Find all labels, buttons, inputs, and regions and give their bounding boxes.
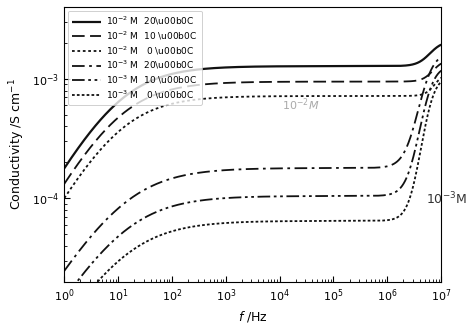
$10^{-3}$ M   0 \u00b0C (312, 219, 318, 223)
$10^{-2}$ M  20\u00b0C (292, 64, 298, 68)
Text: $10^{-3}$M: $10^{-3}$M (426, 190, 467, 207)
$10^{-3}$ M   0 \u00b0C (349, 219, 355, 223)
$10^{-3}$ M  10 \u00b0C (378, 194, 383, 198)
$10^{-2}$ M  10 \u00b0C (62, 182, 67, 186)
$10^{-2}$ M   0 \u00b0C (447, 72, 452, 76)
$10^{-3}$ M  10 \u00b0C (349, 194, 355, 198)
$10^{-2}$ M   0 \u00b0C (209, 96, 214, 100)
$10^{-3}$ M  20\u00b0C (131, 194, 137, 198)
$10^{-3}$ M   0 \u00b0C (131, 247, 137, 251)
$10^{-3}$ M  20\u00b0C (62, 269, 67, 273)
$10^{-2}$ M   0 \u00b0C (349, 94, 355, 98)
$10^{-2}$ M  10 \u00b0C (349, 80, 355, 84)
$10^{-2}$ M  10 \u00b0C (131, 103, 137, 107)
$10^{-3}$ M  10 \u00b0C (131, 222, 137, 226)
$10^{-3}$ M   0 \u00b0C (447, 75, 452, 79)
$10^{-3}$ M   0 \u00b0C (62, 322, 67, 326)
$10^{-2}$ M  20\u00b0C (378, 64, 383, 68)
$10^{-2}$ M  10 \u00b0C (292, 80, 298, 84)
Line: $10^{-3}$ M  10 \u00b0C: $10^{-3}$ M 10 \u00b0C (64, 67, 449, 299)
$10^{-2}$ M   0 \u00b0C (312, 94, 318, 98)
$10^{-2}$ M  20\u00b0C (131, 88, 137, 92)
$10^{-3}$ M  10 \u00b0C (292, 194, 298, 198)
$10^{-2}$ M  20\u00b0C (447, 40, 452, 44)
Text: $10^{-2}$M: $10^{-2}$M (283, 97, 320, 113)
$10^{-3}$ M   0 \u00b0C (378, 219, 383, 223)
$10^{-2}$ M   0 \u00b0C (292, 94, 298, 98)
$10^{-2}$ M  10 \u00b0C (378, 80, 383, 84)
$10^{-3}$ M  20\u00b0C (209, 169, 214, 173)
$10^{-3}$ M  10 \u00b0C (447, 65, 452, 69)
$10^{-2}$ M  20\u00b0C (209, 66, 214, 70)
$10^{-2}$ M   0 \u00b0C (378, 94, 383, 98)
$10^{-3}$ M  10 \u00b0C (312, 194, 318, 198)
Line: $10^{-2}$ M  10 \u00b0C: $10^{-2}$ M 10 \u00b0C (64, 61, 449, 184)
$10^{-2}$ M   0 \u00b0C (131, 118, 137, 122)
$10^{-3}$ M   0 \u00b0C (292, 219, 298, 223)
$10^{-3}$ M  10 \u00b0C (209, 197, 214, 201)
$10^{-3}$ M  20\u00b0C (292, 166, 298, 170)
Line: $10^{-2}$ M   0 \u00b0C: $10^{-2}$ M 0 \u00b0C (64, 74, 449, 198)
$10^{-3}$ M  20\u00b0C (312, 166, 318, 170)
X-axis label: $f$ /Hz: $f$ /Hz (238, 309, 268, 324)
$10^{-2}$ M  20\u00b0C (62, 166, 67, 170)
$10^{-2}$ M  20\u00b0C (349, 64, 355, 68)
$10^{-2}$ M  10 \u00b0C (447, 59, 452, 63)
Y-axis label: Conductivity /S cm$^{-1}$: Conductivity /S cm$^{-1}$ (7, 78, 27, 211)
$10^{-2}$ M  10 \u00b0C (312, 80, 318, 84)
Legend: $10^{-2}$ M  20\u00b0C, $10^{-2}$ M  10 \u00b0C, $10^{-2}$ M   0 \u00b0C, $10^{-: $10^{-2}$ M 20\u00b0C, $10^{-2}$ M 10 \u… (68, 11, 201, 105)
Line: $10^{-3}$ M  20\u00b0C: $10^{-3}$ M 20\u00b0C (64, 54, 449, 271)
$10^{-3}$ M  20\u00b0C (378, 165, 383, 169)
$10^{-2}$ M   0 \u00b0C (62, 196, 67, 200)
$10^{-3}$ M  20\u00b0C (349, 166, 355, 170)
Line: $10^{-2}$ M  20\u00b0C: $10^{-2}$ M 20\u00b0C (64, 42, 449, 168)
$10^{-3}$ M  20\u00b0C (447, 52, 452, 56)
$10^{-2}$ M  10 \u00b0C (209, 82, 214, 86)
$10^{-3}$ M  10 \u00b0C (62, 297, 67, 301)
$10^{-2}$ M  20\u00b0C (312, 64, 318, 68)
$10^{-3}$ M   0 \u00b0C (209, 222, 214, 226)
Line: $10^{-3}$ M   0 \u00b0C: $10^{-3}$ M 0 \u00b0C (64, 77, 449, 324)
